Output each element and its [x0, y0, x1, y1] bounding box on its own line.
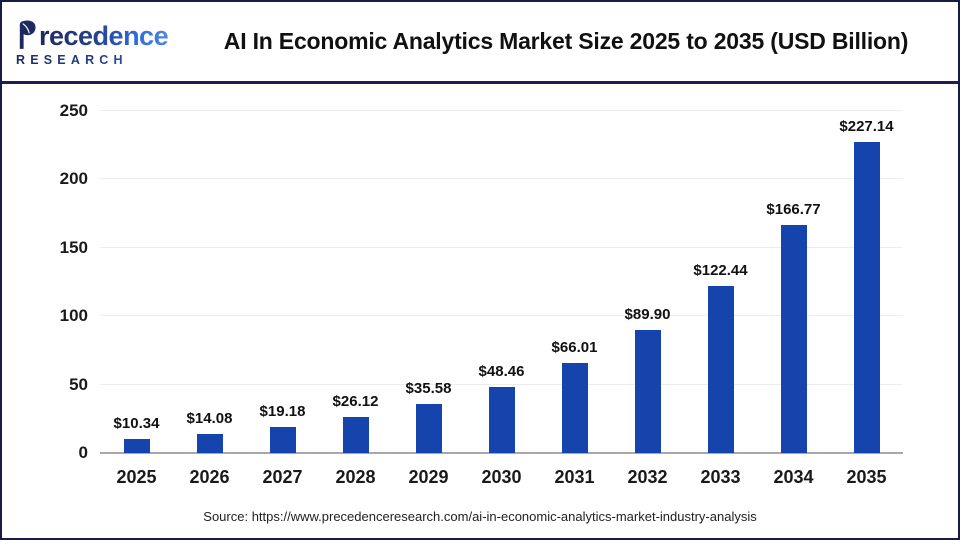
source-citation: Source: https://www.precedenceresearch.c… [203, 509, 757, 524]
bar-value-label-2028: $26.12 [332, 393, 379, 411]
y-axis-tick-label: 200 [59, 169, 88, 189]
bar-value-label-2033: $122.44 [693, 261, 748, 279]
bar-2026 [196, 433, 223, 453]
bar-2032 [634, 330, 661, 453]
precedence-research-logo: recedence RESEARCH [16, 17, 188, 67]
bar-value-label-2027: $19.18 [259, 402, 306, 420]
x-axis-tick-label-2026: 2026 [189, 467, 230, 487]
x-axis-tick-label-2031: 2031 [554, 467, 595, 487]
bar-2025 [123, 438, 150, 453]
bar-2027 [269, 426, 296, 453]
plot-area: 0 50 100 150 200 250 $10.34 2025 $14.08 2026 $19.1… [60, 101, 903, 487]
bar-value-label-2025: $10.34 [113, 414, 160, 432]
gridline [100, 383, 903, 385]
y-axis-tick-label: 0 [78, 443, 88, 462]
y-axis-tick-label: 50 [69, 374, 88, 394]
logo-wordmark: recedence [16, 19, 188, 50]
bar-2030 [488, 386, 515, 453]
bar-2029 [415, 404, 442, 453]
x-axis-tick-label-2035: 2035 [846, 467, 887, 487]
bar-2033 [707, 285, 734, 453]
x-axis-tick-label-2025: 2025 [116, 467, 157, 487]
header: recedence RESEARCH AI In Economic Analyt… [2, 2, 958, 84]
logo-research-text: RESEARCH [16, 53, 188, 67]
x-axis-tick-label-2028: 2028 [335, 467, 376, 487]
bar-2028 [342, 417, 369, 453]
x-axis-tick-label-2032: 2032 [627, 467, 668, 487]
x-axis-tick-label-2030: 2030 [481, 467, 522, 487]
logo-wordmark-text: recedence [39, 20, 169, 51]
leaf-p-icon [19, 20, 36, 49]
bar-value-label-2032: $89.90 [624, 306, 671, 324]
bar-value-label-2026: $14.08 [186, 409, 233, 427]
x-axis-tick-label-2027: 2027 [262, 467, 303, 487]
x-axis-tick-label-2033: 2033 [700, 467, 741, 487]
bar-value-label-2031: $66.01 [551, 338, 598, 356]
x-axis-tick-label-2029: 2029 [408, 467, 449, 487]
y-axis-tick-label: 250 [59, 101, 88, 120]
chart-region: 0 50 100 150 200 250 $10.34 2025 $14.08 2026 $19.1… [2, 84, 958, 535]
bar-value-label-2035: $227.14 [839, 118, 894, 136]
bar-value-label-2030: $48.46 [478, 362, 525, 380]
gridline [100, 110, 903, 111]
y-axis-tick-label: 150 [59, 237, 88, 257]
x-axis-tick-label-2034: 2034 [773, 467, 814, 487]
gridline [100, 246, 903, 248]
gridline [100, 315, 903, 317]
x-axis-baseline [100, 452, 903, 454]
bar-value-label-2029: $35.58 [405, 380, 452, 398]
bar-2031 [561, 362, 588, 453]
bar-2034 [780, 224, 807, 453]
bar-2035 [853, 142, 880, 453]
chart-title: AI In Economic Analytics Market Size 202… [223, 28, 909, 54]
y-axis-tick-label: 100 [59, 306, 88, 326]
bar-value-label-2034: $166.77 [766, 200, 821, 218]
gridline [100, 178, 903, 180]
